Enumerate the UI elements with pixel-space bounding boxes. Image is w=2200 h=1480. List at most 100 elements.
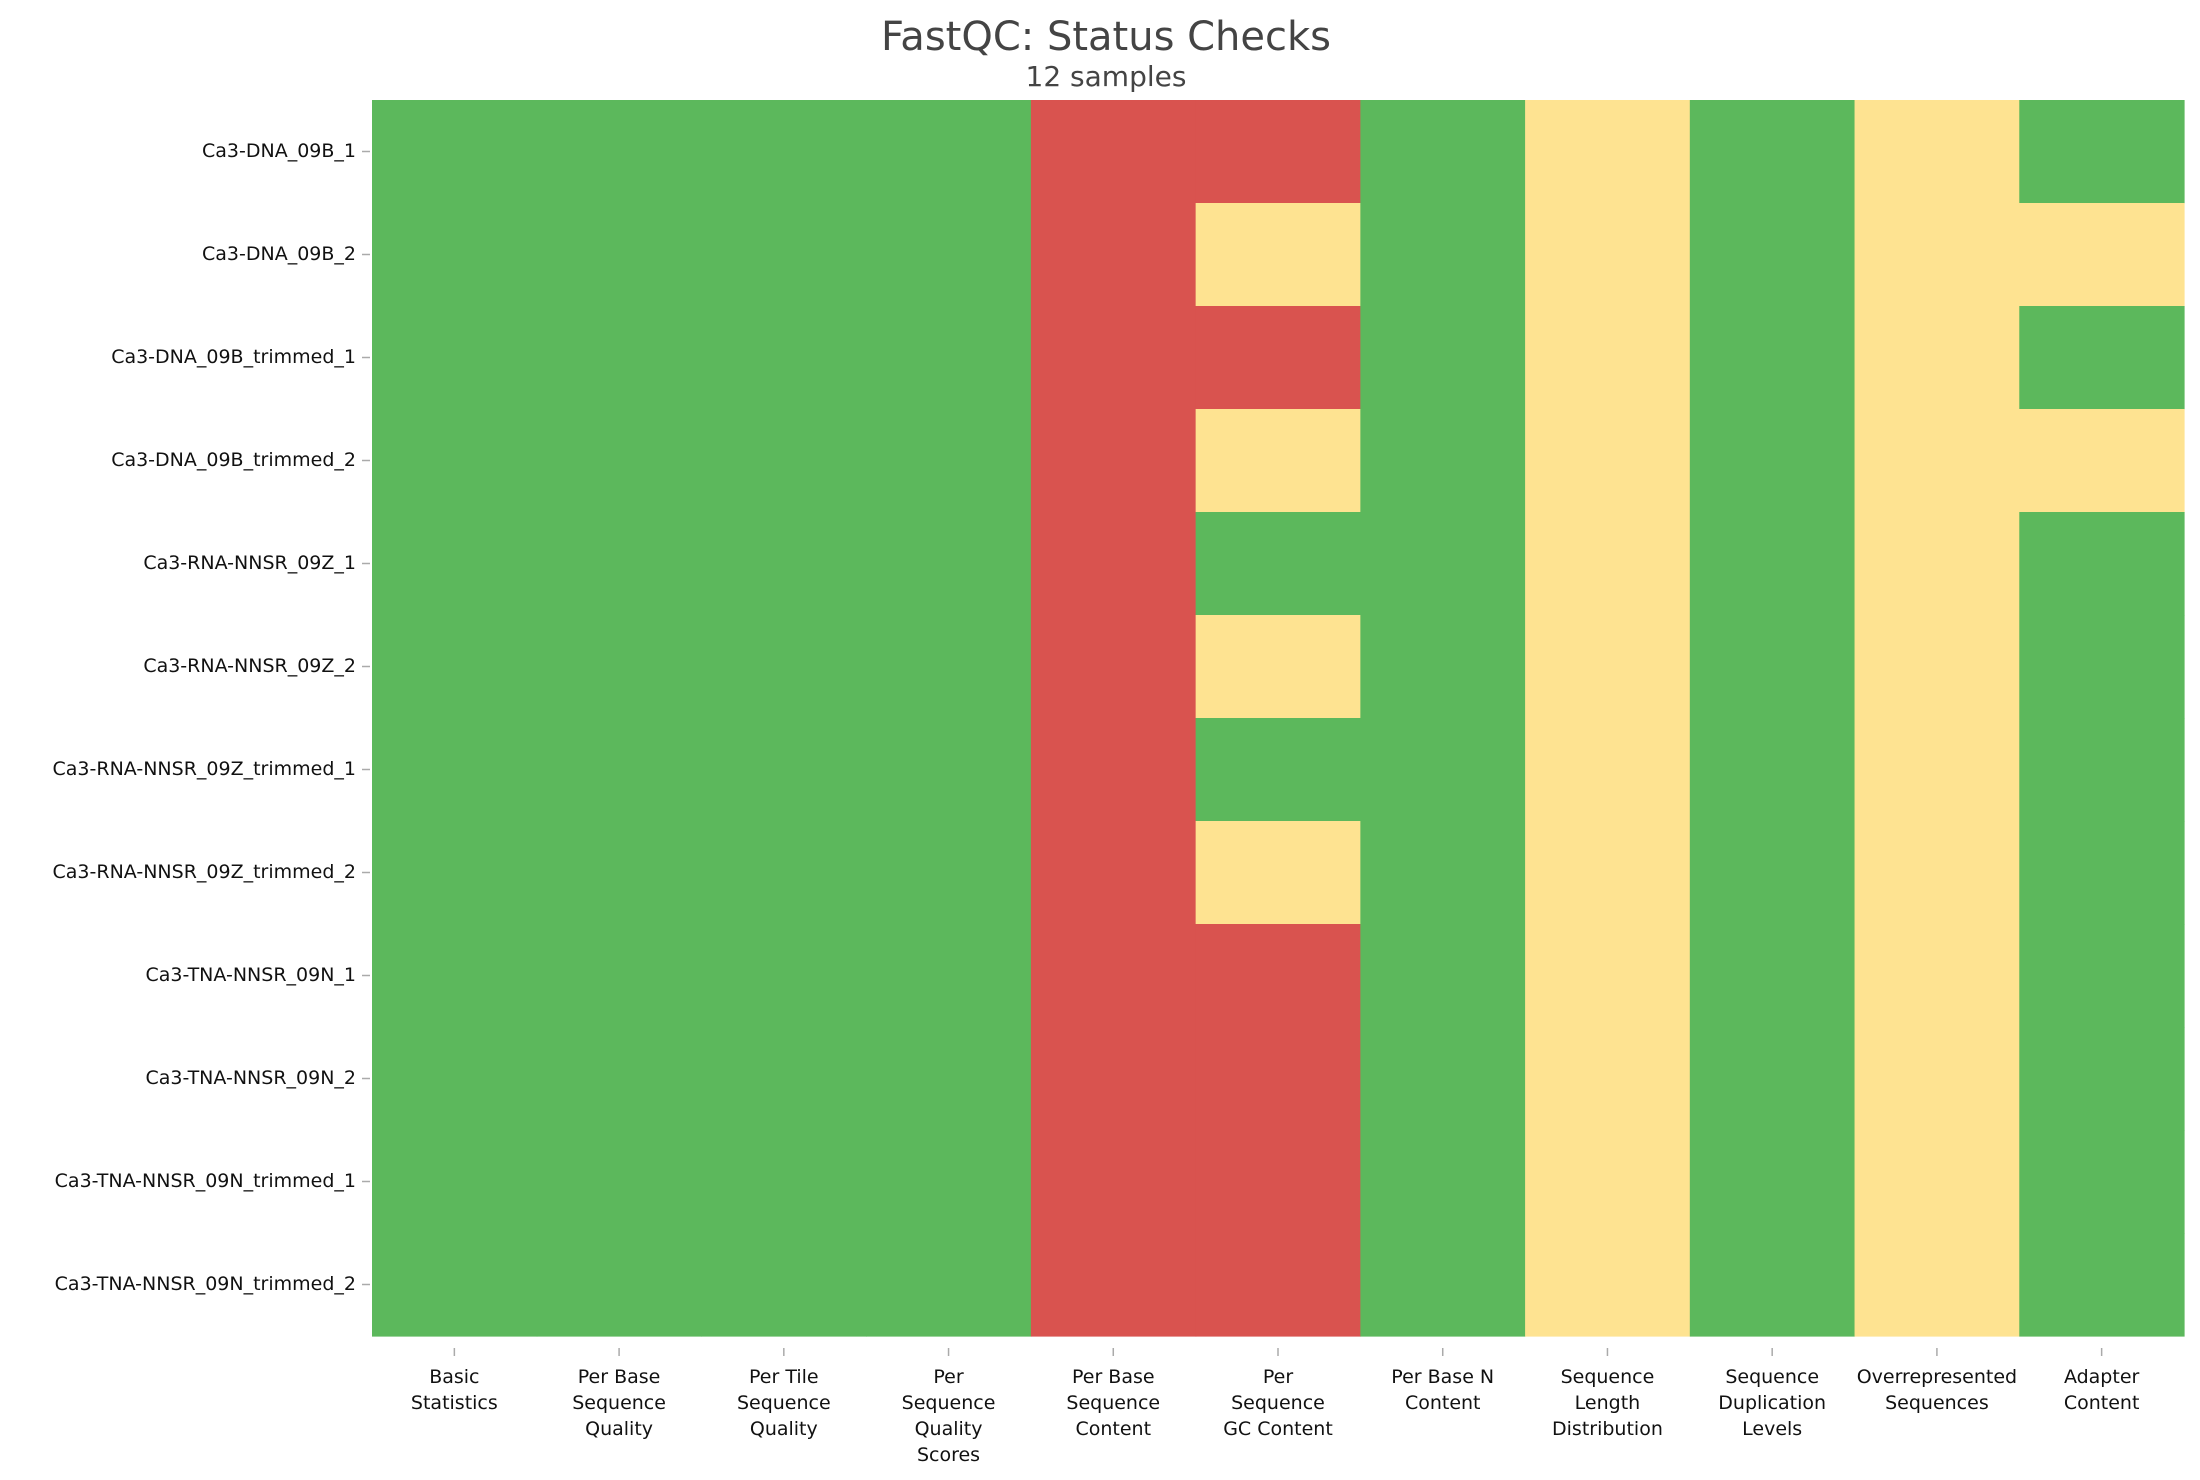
x-tick-label: Per Base Sequence Quality [572,1366,666,1440]
chart-title: FastQC: Status Checks [881,14,1331,60]
heatmap-cell [1030,100,1197,204]
heatmap-cell [1195,1027,1361,1131]
heatmap-cell [866,1027,1032,1131]
heatmap-cell [1689,821,1856,925]
heatmap-cell [2019,100,2185,204]
heatmap-cell [1030,512,1197,616]
heatmap-cell [2019,718,2185,822]
heatmap-cell [1854,1027,2020,1131]
x-tick-label: Basic Statistics [411,1366,498,1414]
x-tick-label: Per Sequence Quality Scores [902,1366,996,1466]
heatmap-cell [2019,409,2185,513]
heatmap-cell [372,306,538,410]
heatmap-cell [1689,924,1856,1028]
x-tick-label: Sequence Length Distribution [1552,1366,1663,1440]
x-tick-label: Sequence Duplication Levels [1718,1366,1826,1440]
heatmap-cell [1360,924,1526,1028]
heatmap-cell [372,1130,538,1234]
heatmap-cell [1030,718,1197,822]
heatmap-cell [1360,1027,1526,1131]
heatmap-cell [1195,821,1361,925]
heatmap-cell [1030,821,1197,925]
y-tick-label: Ca3-RNA-NNSR_09Z_2 [143,655,356,677]
heatmap-cell [372,821,538,925]
heatmap-cell [1525,1130,1691,1234]
heatmap-cell [1195,306,1361,410]
heatmap-cell [1195,100,1361,204]
heatmap-cell [536,924,703,1028]
heatmap-cell [866,1233,1032,1337]
heatmap-cell [2019,1233,2185,1337]
y-tick-label: Ca3-RNA-NNSR_09Z_1 [143,552,356,574]
heatmap-cell [866,718,1032,822]
heatmap-cell [1689,1027,1856,1131]
heatmap-cell [372,924,538,1028]
heatmap-cell [866,306,1032,410]
y-tick-label: Ca3-TNA-NNSR_09N_1 [145,964,356,986]
heatmap-cell [701,409,867,513]
y-axis: Ca3-DNA_09B_1 Ca3-DNA_09B_2 Ca3-DNA_09B_tr… [53,140,370,1295]
heatmap-cell [701,306,867,410]
heatmap-cell [1689,512,1856,616]
heatmap-cell [536,1027,703,1131]
heatmap-cell [1195,409,1361,513]
heatmap-cell [1195,1130,1361,1234]
x-axis: Basic Statistics Per Base Sequence Quality Pe… [411,1348,2140,1466]
heatmap-cell [1854,512,2020,616]
heatmap-cell [536,821,703,925]
x-tick-label: Per Sequence GC Content [1223,1366,1333,1440]
heatmap-cell [2019,512,2185,616]
heatmap-cell [1525,615,1691,719]
x-tick-label: Per Tile Sequence Quality [737,1366,831,1440]
heatmap-cell [701,1130,867,1234]
heatmap-cell [866,100,1032,204]
x-tick-label: Adapter Content [2064,1366,2140,1414]
heatmap-cell [1689,1130,1856,1234]
heatmap-cell [536,409,703,513]
x-tick-label: Per Base N Content [1391,1366,1494,1414]
heatmap-cell [701,203,867,307]
heatmap-cell [866,1130,1032,1234]
heatmap-cell [1854,615,2020,719]
heatmap-cell [701,821,867,925]
y-tick-label: Ca3-TNA-NNSR_09N_trimmed_1 [55,1170,356,1192]
heatmap-cell [1360,821,1526,925]
heatmap-cell [2019,821,2185,925]
heatmap-cell [2019,203,2185,307]
heatmap-cell [372,1233,538,1337]
heatmap-cell [1525,718,1691,822]
heatmap-cell [1195,512,1361,616]
heatmap-cell [1360,1233,1526,1337]
heatmap-cell [1854,203,2020,307]
heatmap-cell [1030,615,1197,719]
heatmap-cell [536,100,703,204]
heatmap-cell [372,718,538,822]
y-tick-label: Ca3-RNA-NNSR_09Z_trimmed_2 [53,861,356,883]
heatmap-cell [1525,924,1691,1028]
heatmap-cell [536,203,703,307]
heatmap-cell [1525,821,1691,925]
heatmap-cell [372,512,538,616]
heatmap-cell [1195,718,1361,822]
y-tick-label: Ca3-TNA-NNSR_09N_2 [145,1067,356,1089]
heatmap-cell [536,1130,703,1234]
heatmap-cell [1525,409,1691,513]
x-tick-label: Per Base Sequence Content [1066,1366,1160,1440]
heatmap-cell [1525,306,1691,410]
heatmap-cell [866,924,1032,1028]
heatmap-cell [1525,1233,1691,1337]
heatmap-cell [1689,1233,1856,1337]
heatmap-cell [1360,512,1526,616]
heatmap-cell [1854,718,2020,822]
heatmap-cell [1030,306,1197,410]
heatmap-cell [536,512,703,616]
heatmap-cell [1030,409,1197,513]
heatmap-cell [1360,615,1526,719]
heatmap-cell [1360,718,1526,822]
y-tick-label: Ca3-DNA_09B_trimmed_1 [111,346,356,368]
heatmap-cell [1854,924,2020,1028]
heatmap-cell [1195,615,1361,719]
heatmap-cell [1030,924,1197,1028]
heatmap-cell [701,924,867,1028]
